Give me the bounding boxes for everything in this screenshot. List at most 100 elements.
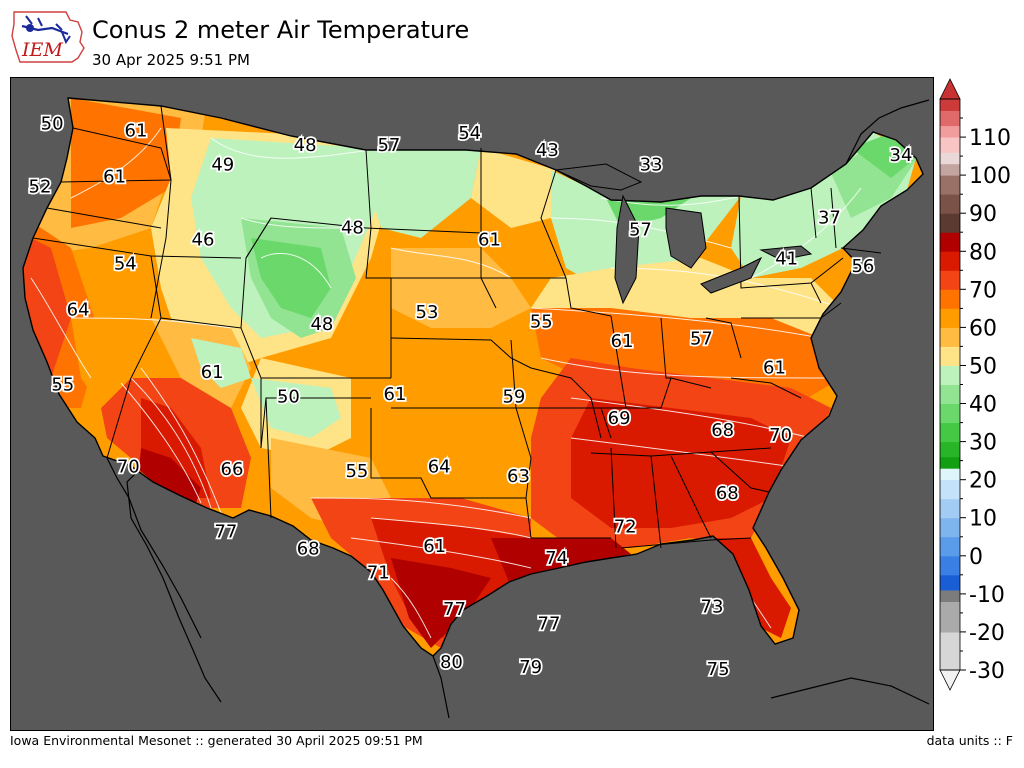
colorbar-band: [940, 175, 960, 195]
station-value-label: 61: [201, 362, 224, 383]
colorbar-band: [940, 631, 960, 671]
colorbar-tick-label: 90: [969, 202, 997, 227]
station-value-label: 68: [711, 420, 734, 441]
colorbar-band: [940, 213, 960, 233]
colorbar-band: [940, 110, 960, 127]
colorbar-min-arrow: [939, 669, 961, 691]
colorbar-band: [940, 232, 960, 252]
station-value-label: 52: [29, 176, 52, 197]
colorbar-tick-label: 110: [969, 126, 1011, 151]
station-value-label: 79: [519, 657, 542, 678]
station-value-label: 48: [341, 217, 364, 238]
colorbar-band: [940, 574, 960, 591]
colorbar-band: [940, 479, 960, 500]
colorbar-tick-label: 0: [969, 545, 983, 570]
colorbar-band: [940, 536, 960, 557]
colorbar-tick-label: 70: [969, 278, 997, 303]
colorbar-tick-label: 80: [969, 240, 997, 265]
station-value-label: 59: [502, 386, 525, 407]
colorbar-band: [940, 601, 960, 633]
station-value-label: 61: [384, 384, 407, 405]
colorbar-tick-label: 60: [969, 316, 997, 341]
colorbar-band: [940, 251, 960, 271]
station-value-label: 61: [478, 229, 501, 250]
station-value-label: 77: [538, 613, 561, 634]
logo-text: IEM: [21, 39, 63, 61]
colorbar-band: [940, 468, 960, 481]
colorbar-band: [940, 327, 960, 347]
station-value-label: 68: [297, 539, 320, 560]
colorbar-band: [940, 422, 960, 443]
great-lakes: [554, 163, 813, 305]
colorbar-tick-label: -30: [969, 659, 1005, 684]
station-value-label: 33: [640, 155, 663, 176]
station-value-label: 61: [763, 357, 786, 378]
station-value-label: 46: [192, 229, 215, 250]
colorbar-band: [940, 346, 960, 366]
colorbar-tick-label: 40: [969, 393, 997, 418]
colorbar-tick-label: 10: [969, 507, 997, 532]
colorbar-tick-label: -20: [969, 621, 1005, 646]
station-value-label: 70: [117, 456, 140, 477]
station-value-label: 68: [716, 483, 739, 504]
station-value-label: 64: [428, 456, 451, 477]
station-value-label: 55: [530, 312, 553, 333]
colorbar-band: [940, 163, 960, 176]
station-value-label: 55: [51, 374, 74, 395]
station-value-label: 66: [221, 459, 244, 480]
footer-credit: Iowa Environmental Mesonet :: generated …: [10, 733, 423, 748]
temperature-colorbar: 110 100 90 80 70 60 50 40 30 20 10 0 -10 -20 -30: [936, 77, 1024, 692]
station-value-label: 48: [294, 135, 317, 156]
station-value-label: 61: [125, 121, 148, 142]
colorbar-band: [940, 517, 960, 538]
station-value-label: 49: [211, 155, 234, 176]
colorbar-bands: [939, 78, 961, 691]
iem-logo: IEM: [8, 6, 86, 66]
colorbar-tick-label: 50: [969, 355, 997, 380]
colorbar-band: [940, 384, 960, 404]
colorbar-band: [940, 590, 960, 602]
colorbar-band: [940, 555, 960, 576]
colorbar-band: [940, 152, 960, 165]
station-value-label: 70: [769, 425, 792, 446]
data-units-note: data units :: F: [926, 733, 1013, 748]
colorbar-band: [940, 456, 960, 469]
station-value-label: 75: [707, 659, 730, 680]
colorbar-band: [940, 498, 960, 519]
colorbar-band: [940, 99, 960, 111]
station-value-label: 64: [67, 299, 90, 320]
colorbar-tick-label: 20: [969, 469, 997, 494]
station-value-label: 61: [423, 536, 446, 557]
colorbar-band: [940, 441, 960, 458]
station-value-label: 54: [458, 123, 481, 144]
station-value-label: 69: [608, 408, 631, 429]
station-value-label: 55: [345, 461, 368, 482]
state-borders: [32, 105, 882, 549]
station-value-label: 43: [536, 140, 559, 161]
colorbar-band: [940, 308, 960, 328]
station-value-label: 57: [690, 328, 713, 349]
station-value-label: 50: [41, 114, 64, 135]
station-value-label: 77: [214, 522, 237, 543]
station-value-label: 57: [377, 135, 400, 156]
station-value-label: 61: [611, 331, 634, 352]
station-value-label: 61: [103, 167, 126, 188]
station-value-label: 48: [310, 314, 333, 335]
colorbar-tick-label: 100: [969, 164, 1011, 189]
map-timestamp: 30 Apr 2025 9:51 PM: [92, 51, 250, 69]
colorbar-band: [940, 125, 960, 138]
station-value-label: 41: [775, 249, 798, 270]
temperature-map[interactable]: 50 61 52 61 49 48 57 54 43 33 34 37 46 48 61 57 41 56 54 64…: [10, 77, 934, 731]
station-value-label: 77: [443, 599, 466, 620]
colorbar-tick-label: 30: [969, 431, 997, 456]
colorbar-tick-label: -10: [969, 583, 1005, 608]
station-value-label: 57: [629, 220, 652, 241]
station-value-labels: 50 61 52 61 49 48 57 54 43 33 34 37 46 48 61 57 41 56 54 64…: [27, 112, 914, 682]
station-value-label: 72: [614, 517, 637, 538]
station-value-label: 37: [818, 208, 841, 229]
station-value-label: 50: [277, 386, 300, 407]
colorbar-band: [940, 365, 960, 385]
station-value-label: 80: [440, 652, 463, 673]
station-value-label: 63: [507, 466, 530, 487]
